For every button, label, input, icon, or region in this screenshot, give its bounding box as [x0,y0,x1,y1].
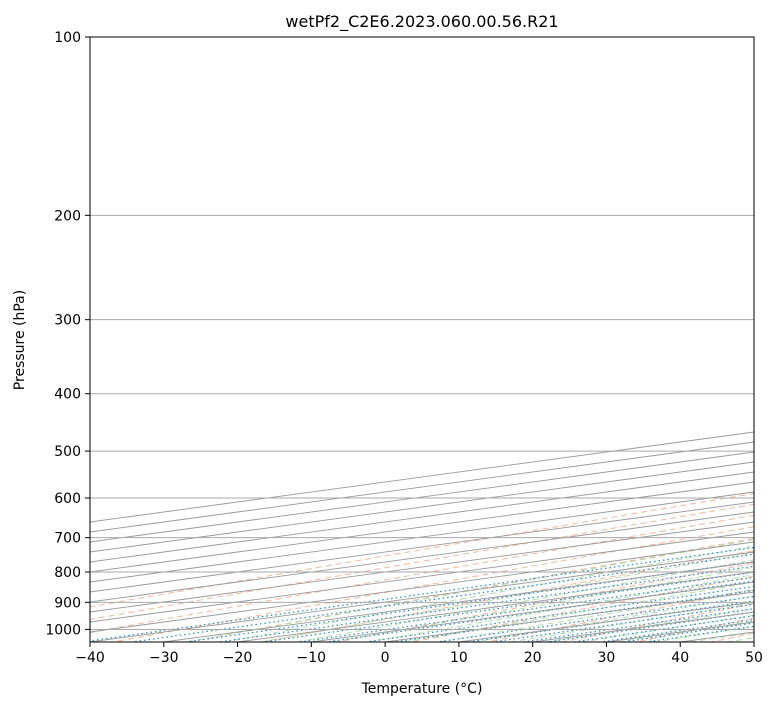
y-tick-label: 200 [54,208,81,224]
x-tick-label: 50 [745,650,763,666]
x-tick-label: 0 [381,650,390,666]
isotherm-line [90,491,754,583]
isotherm-line [90,501,754,593]
mixing-ratio-line [436,595,754,642]
isotherm-line [90,521,754,613]
y-tick-label: 900 [54,595,81,611]
x-tick-label: −40 [75,650,105,666]
isotherm-line [753,641,754,642]
y-tick-label: 300 [54,313,81,329]
x-tick-label: 10 [450,650,468,666]
background-lines [90,37,754,642]
moist-adiabat [223,545,754,642]
isotherm-line [90,451,754,543]
mixing-ratio-line [573,615,754,642]
mixing-ratio-line [365,585,754,642]
mixing-ratio-line [90,546,754,642]
mixing-ratio-line [299,576,754,642]
isotherm-line [90,531,754,623]
y-tick-label: 400 [54,387,81,403]
chart-title: wetPf2_C2E6.2023.060.00.56.R21 [285,12,558,32]
x-axis-label: Temperature (°C) [361,681,483,697]
isotherm-line [90,481,754,573]
plot-background [90,37,754,642]
dry-adiabat [90,492,754,608]
y-tick-label: 600 [54,491,81,507]
y-tick-label: 500 [54,444,81,460]
isotherm-line [90,471,754,563]
y-tick-label: 100 [54,30,81,46]
y-axis-label: Pressure (hPa) [12,290,28,390]
moist-adiabat [474,595,754,642]
moist-adiabat [332,566,754,642]
isotherm-line [90,461,754,553]
x-tick-label: −30 [149,650,179,666]
y-tick-label: 1000 [45,622,81,638]
moist-adiabat [187,539,754,642]
x-tick-label: 20 [524,650,542,666]
x-tick-label: 40 [671,650,689,666]
dry-adiabat [187,537,754,642]
isotherm-line [90,511,754,603]
moist-adiabat [368,574,754,642]
x-tick-label: −10 [297,650,327,666]
x-tick-label: 30 [598,650,616,666]
moist-adiabat [403,581,754,642]
axes: −40 −30 −20 −10 0 10 20 30 40 50 100 200 300 400 500 60… [45,30,763,666]
plot-frame [89,36,755,643]
x-tick-label: −20 [223,650,253,666]
y-tick-label: 700 [54,531,81,547]
y-tick-label: 800 [54,565,81,581]
